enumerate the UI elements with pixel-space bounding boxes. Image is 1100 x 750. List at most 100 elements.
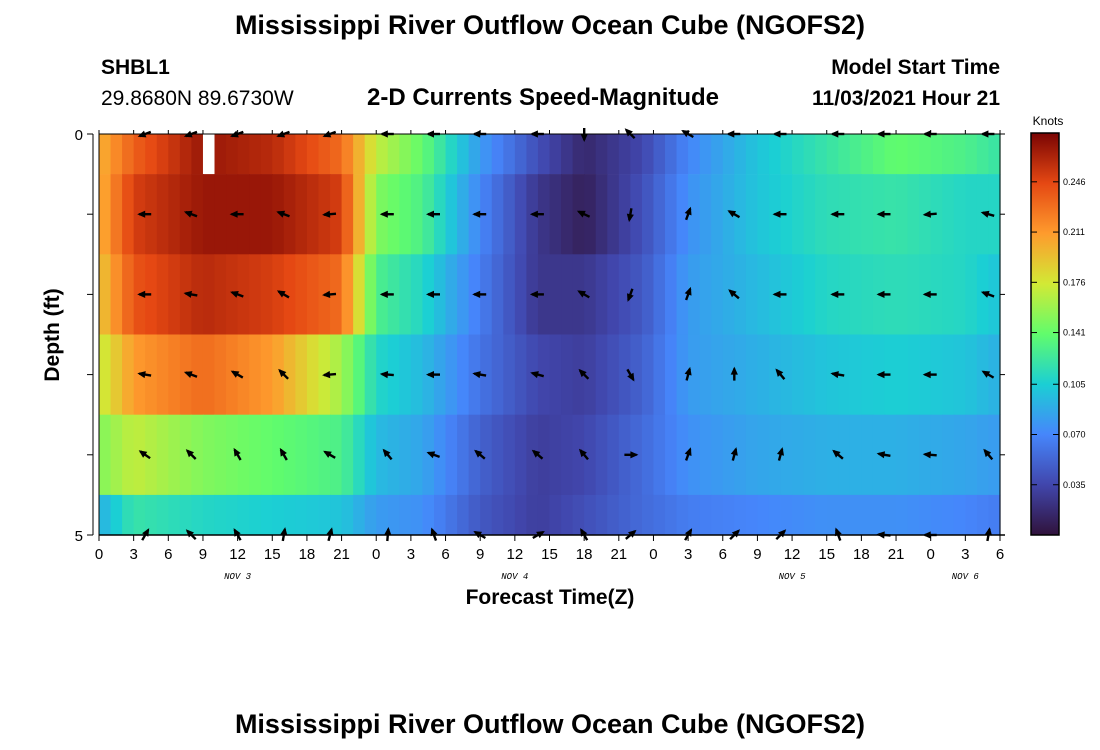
current-arrow (322, 210, 337, 218)
current-arrow (230, 291, 244, 298)
heatmap-cell (919, 494, 932, 536)
heatmap-cell (572, 174, 585, 255)
x-tick-label: 12 (784, 546, 801, 563)
current-arrow (322, 371, 337, 379)
current-arrow (922, 371, 937, 379)
heatmap-cell (826, 494, 839, 536)
current-arrow (772, 210, 787, 218)
current-arrow (626, 208, 634, 223)
x-tick-label: 15 (541, 546, 558, 563)
colorbar-unit-label: Knots (1033, 114, 1064, 128)
heatmap-cell (688, 414, 701, 496)
heatmap-cell (202, 494, 216, 536)
current-arrow (137, 371, 152, 379)
heatmap-cell (341, 494, 354, 536)
heatmap-cell (665, 254, 678, 335)
current-arrow (684, 206, 692, 221)
heatmap-cell (330, 494, 343, 536)
heatmap-cell (364, 174, 377, 255)
heatmap-cell (341, 334, 354, 415)
current-arrow (474, 449, 486, 460)
heatmap-cell (341, 134, 354, 175)
heatmap-cell (272, 254, 285, 335)
heatmap-cell (595, 254, 608, 335)
current-arrow (322, 290, 337, 298)
heatmap-cell (699, 134, 712, 175)
heatmap-cell (561, 334, 574, 415)
heatmap-cell (676, 254, 689, 335)
heatmap-cell (249, 134, 262, 175)
x-tick-label: 6 (441, 546, 449, 563)
current-arrow (229, 210, 244, 218)
heatmap-cell (745, 254, 759, 335)
heatmap-cell (376, 494, 389, 536)
current-arrow (278, 368, 289, 380)
heatmap-cell (445, 334, 458, 415)
heatmap-cell (410, 134, 424, 175)
heatmap-cell (861, 174, 874, 255)
heatmap-cell (503, 254, 516, 335)
heatmap-cell (780, 174, 793, 255)
day-label: NOV 5 (779, 572, 807, 582)
heatmap-cell (976, 494, 990, 536)
heatmap-cell (226, 414, 239, 496)
heatmap-cell (942, 174, 955, 255)
heatmap-cell (976, 414, 990, 496)
heatmap-cell (191, 494, 204, 536)
heatmap-cell (133, 494, 146, 536)
heatmap-cell (387, 334, 400, 415)
heatmap-cell (930, 174, 943, 255)
heatmap-cell (226, 254, 239, 335)
heatmap-cell (399, 134, 412, 175)
x-tick-label: 6 (996, 546, 1004, 563)
model-start-time: 11/03/2021 Hour 21 (812, 87, 1000, 110)
heatmap-cell (410, 414, 424, 496)
heatmap-cell (260, 494, 273, 536)
current-arrow (382, 448, 393, 461)
x-tick-label: 0 (95, 546, 103, 563)
heatmap-cell (353, 174, 366, 255)
heatmap-cell (745, 414, 759, 496)
heatmap-cell (514, 174, 527, 255)
heatmap-cell (110, 494, 123, 536)
heatmap-cell (653, 254, 666, 335)
heatmap-cell (491, 494, 504, 536)
current-arrow (876, 210, 891, 218)
heatmap-cell (595, 134, 608, 175)
heatmap-cell (722, 334, 735, 415)
heatmap-cell (145, 494, 158, 536)
heatmap-cell (665, 334, 678, 415)
heatmap-cell (249, 174, 262, 255)
heatmap-cell (988, 134, 1001, 175)
heatmap-cell (330, 414, 343, 496)
current-arrow (233, 447, 242, 461)
heatmap-cell (110, 414, 123, 496)
heatmap-cell (815, 414, 828, 496)
current-arrow (276, 290, 290, 299)
heatmap-cell (422, 494, 435, 536)
current-arrow (185, 449, 197, 460)
heatmap-cell (110, 254, 123, 335)
heatmap-cell (156, 414, 169, 496)
heatmap-cell (445, 134, 458, 175)
heatmap-cell (491, 414, 504, 496)
heatmap-cell (387, 494, 400, 536)
heatmap-cell (145, 174, 158, 255)
heatmap-cell (422, 134, 435, 175)
heatmap-cell (630, 254, 643, 335)
current-arrow (472, 371, 487, 379)
x-tick-label: 3 (407, 546, 415, 563)
heatmap-cell (953, 414, 966, 496)
current-arrow (137, 290, 152, 298)
heatmap-cell (156, 134, 169, 175)
heatmap-cell (572, 414, 585, 496)
chart-subtitle: 2-D Currents Speed-Magnitude (367, 84, 720, 111)
heatmap-cell (214, 414, 227, 496)
heatmap-cell (653, 334, 666, 415)
heatmap-cell (711, 134, 724, 175)
heatmap-cell (353, 494, 366, 536)
heatmap-cell (283, 414, 296, 496)
current-arrow (730, 366, 738, 381)
heatmap-cell (249, 334, 262, 415)
y-axis-label: Depth (ft) (41, 288, 64, 381)
